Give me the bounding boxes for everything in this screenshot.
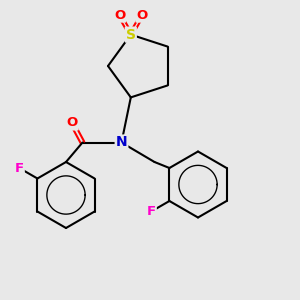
Text: O: O <box>114 9 125 22</box>
Text: N: N <box>116 136 127 149</box>
Text: F: F <box>147 205 156 218</box>
Text: O: O <box>66 116 78 130</box>
Text: O: O <box>136 9 148 22</box>
Text: F: F <box>15 161 24 175</box>
Text: S: S <box>126 28 136 42</box>
